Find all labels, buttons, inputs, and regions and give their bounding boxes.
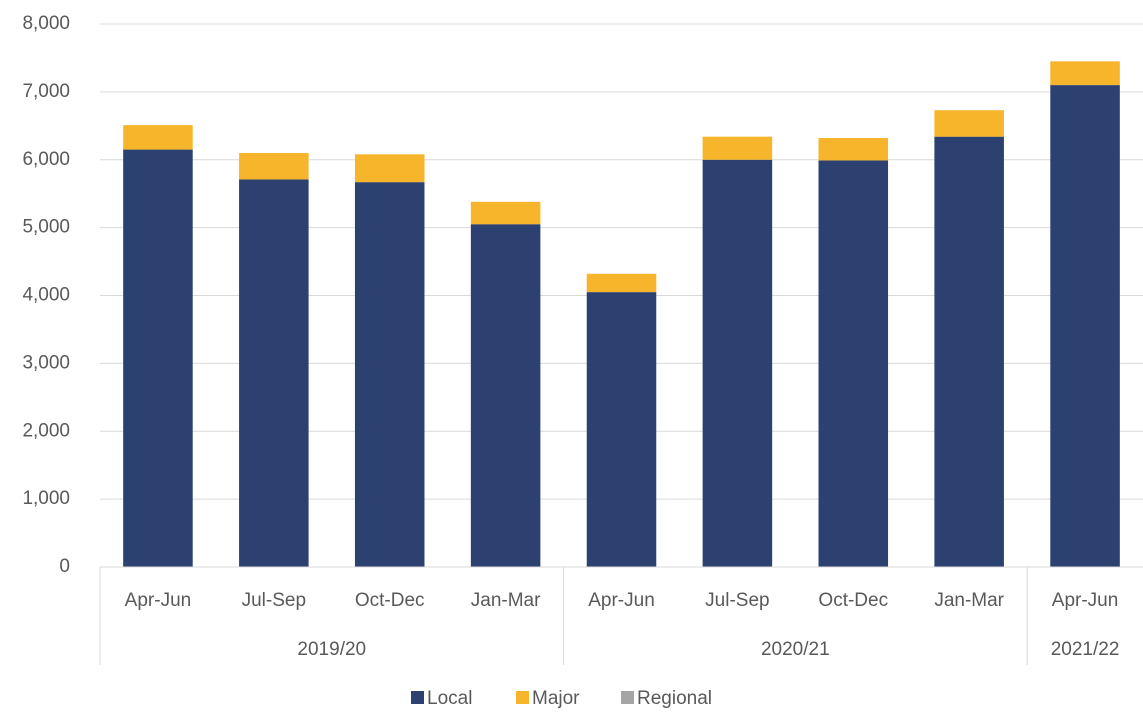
x-tick-label: Apr-Jun	[588, 590, 655, 611]
x-tick-label: Oct-Dec	[355, 590, 425, 611]
bar-segment	[818, 138, 889, 161]
x-tick-label: Jan-Mar	[934, 590, 1004, 611]
x-tick-label: Apr-Jun	[125, 590, 192, 611]
x-tick-label: Apr-Jun	[1052, 590, 1119, 611]
group-label: 2019/20	[297, 639, 366, 660]
bar-segment	[239, 179, 309, 567]
bar-segment	[354, 182, 425, 567]
bar-segment	[470, 224, 541, 567]
legend-swatch	[516, 691, 529, 704]
legend-label: Local	[427, 688, 472, 709]
bar-segment	[818, 160, 889, 567]
y-tick-label: 8,000	[22, 13, 70, 34]
bar-segment	[1050, 85, 1120, 568]
bar-segment	[702, 136, 773, 160]
y-tick-label: 3,000	[22, 352, 70, 373]
bar-segment	[702, 159, 773, 567]
group-label: 2021/22	[1051, 639, 1120, 660]
legend-swatch	[411, 691, 424, 704]
bar-segment	[123, 149, 193, 567]
y-tick-label: 1,000	[22, 488, 70, 509]
y-tick-label: 2,000	[22, 420, 70, 441]
x-tick-label: Jan-Mar	[471, 590, 541, 611]
legend-swatch	[621, 691, 634, 704]
legend-label: Regional	[637, 688, 712, 709]
x-tick-label: Jul-Sep	[242, 590, 306, 611]
y-tick-label: 4,000	[22, 285, 70, 306]
bar-segment	[123, 125, 193, 150]
x-tick-label: Oct-Dec	[818, 590, 888, 611]
y-tick-label: 7,000	[22, 81, 70, 102]
legend-label: Major	[532, 688, 580, 709]
bar-segment	[934, 136, 1004, 568]
group-label: 2020/21	[761, 639, 830, 660]
bar-segment	[470, 201, 541, 225]
x-tick-label: Jul-Sep	[705, 590, 769, 611]
bar-segment	[586, 273, 657, 293]
bar-segment	[354, 154, 425, 183]
y-tick-label: 0	[59, 556, 70, 577]
bar-segment	[239, 152, 309, 180]
y-tick-label: 6,000	[22, 149, 70, 170]
bar-segment	[1050, 61, 1120, 86]
bar-segment	[934, 110, 1004, 137]
bar-segment	[586, 292, 657, 567]
y-tick-label: 5,000	[22, 217, 70, 238]
